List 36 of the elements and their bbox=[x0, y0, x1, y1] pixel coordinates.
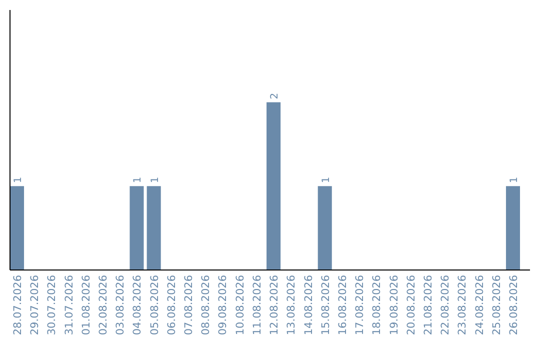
x-tick-label: 04.08.2026 bbox=[132, 274, 144, 336]
x-tick-label: 09.08.2026 bbox=[217, 274, 230, 336]
x-tick-label: 15.08.2026 bbox=[320, 274, 332, 336]
x-tick-label: 29.07.2026 bbox=[29, 274, 42, 336]
x-tick-label: 05.08.2026 bbox=[148, 274, 161, 336]
data-label: 2 bbox=[270, 92, 281, 100]
x-tick-label: 10.08.2026 bbox=[234, 274, 246, 336]
data-label: 1 bbox=[13, 176, 24, 184]
x-tick-label: 21.08.2026 bbox=[422, 274, 434, 336]
data-label: 1 bbox=[320, 176, 332, 184]
data-label: 1 bbox=[150, 176, 161, 184]
x-tick-label: 11.08.2026 bbox=[251, 274, 264, 336]
x-tick-label: 26.08.2026 bbox=[508, 274, 520, 336]
x-tick-label: 12.08.2026 bbox=[268, 274, 281, 336]
x-tick-label: 28.07.2026 bbox=[12, 274, 24, 336]
x-tick-label: 23.08.2026 bbox=[456, 274, 469, 336]
x-tick-label: 20.08.2026 bbox=[405, 274, 418, 336]
x-tick-label: 08.08.2026 bbox=[200, 274, 212, 336]
x-tick-label: 30.07.2026 bbox=[46, 274, 58, 336]
x-tick-label: 19.08.2026 bbox=[388, 274, 400, 336]
x-tick-label: 22.08.2026 bbox=[440, 274, 452, 336]
x-tick-label: 17.08.2026 bbox=[354, 274, 366, 336]
x-tick-label: 31.07.2026 bbox=[63, 274, 76, 336]
x-tick-label: 13.08.2026 bbox=[286, 274, 298, 336]
x-tick-label: 16.08.2026 bbox=[336, 274, 349, 336]
x-tick-label: 07.08.2026 bbox=[183, 274, 196, 336]
data-label: 1 bbox=[132, 176, 144, 184]
x-tick-label: 18.08.2026 bbox=[371, 274, 384, 336]
data-label: 1 bbox=[508, 176, 520, 184]
x-tick-label: 06.08.2026 bbox=[166, 274, 178, 336]
x-tick-label: 01.08.2026 bbox=[80, 274, 92, 336]
x-tick-label: 02.08.2026 bbox=[98, 274, 110, 336]
x-tick-label: 24.08.2026 bbox=[474, 274, 486, 336]
x-tick-label: 14.08.2026 bbox=[302, 274, 315, 336]
x-tick-label: 25.08.2026 bbox=[490, 274, 503, 336]
x-tick-label: 03.08.2026 bbox=[114, 274, 127, 336]
